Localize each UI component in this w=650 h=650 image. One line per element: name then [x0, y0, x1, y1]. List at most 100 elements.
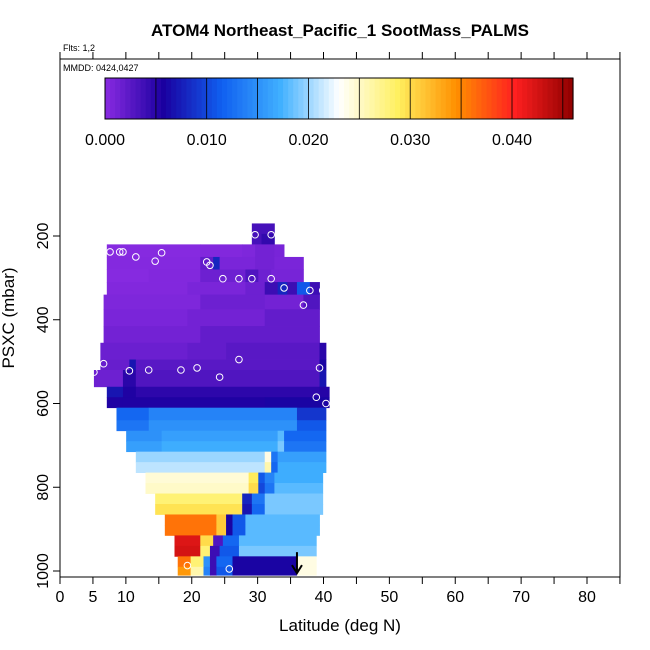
heatmap-cell [255, 256, 275, 270]
colorbar-step [216, 78, 223, 119]
heatmap-cell [248, 472, 259, 484]
data-point [177, 366, 185, 374]
heatmap-cell [103, 309, 188, 327]
data-point [193, 364, 201, 372]
heatmap-cell [245, 269, 259, 283]
heatmap-cell [296, 566, 317, 576]
heatmap-cell [174, 545, 201, 557]
colorbar-step [364, 78, 371, 119]
data-point [219, 274, 227, 283]
heatmap-cell [93, 370, 124, 388]
y-axis-label: PSXC (mbar) [0, 267, 18, 368]
colorbar-step [171, 78, 177, 119]
colorbar-step [130, 78, 137, 119]
heatmap-cell [203, 556, 211, 568]
chart-title: ATOM4 Northeast_Pacific_1 SootMass_PALMS [151, 21, 529, 40]
heatmap-cell [209, 556, 217, 568]
data-point [267, 230, 275, 239]
colorbar-step [415, 78, 421, 119]
data-point [157, 248, 166, 257]
heatmap-cell [226, 524, 233, 536]
heatmap-cell [200, 269, 246, 283]
y-tick-label: 1000 [35, 553, 52, 589]
colorbar-step [354, 78, 360, 119]
colorbar-step [430, 78, 437, 119]
colorbar-step [328, 78, 335, 119]
heatmap-cell [122, 386, 137, 398]
data-point [267, 274, 275, 283]
heatmap-cell [264, 493, 324, 505]
colorbar-step [511, 78, 518, 119]
colorbar-step [400, 78, 406, 119]
data-point [144, 366, 153, 374]
x-tick-label: 50 [381, 589, 399, 606]
colorbar-step [140, 78, 147, 119]
heatmap-cell [264, 294, 304, 310]
colorbar-step [567, 78, 574, 119]
colorbar-step [440, 78, 447, 119]
x-tick-label: 40 [315, 589, 333, 606]
heatmap-cell [274, 244, 285, 258]
colorbar-step [176, 78, 182, 119]
heatmap-cell [277, 462, 327, 473]
heatmap-cell [271, 269, 304, 283]
heatmap-cell [274, 483, 324, 494]
colorbar-step [359, 78, 366, 119]
heatmap-cell [216, 556, 233, 568]
colorbar-step [277, 78, 284, 119]
colorbar-step [262, 78, 269, 119]
colorbar-step [435, 78, 442, 119]
heatmap-cell [271, 462, 279, 473]
colorbar-step [155, 78, 162, 119]
colorbar-step [552, 78, 559, 119]
heatmap-cell [274, 472, 324, 484]
heatmap-cell [216, 566, 233, 576]
data-point [115, 248, 124, 256]
colorbar-step [542, 78, 549, 119]
data-point [99, 359, 108, 368]
heatmap-cell [284, 430, 327, 442]
heatmap-cell [277, 430, 285, 442]
heatmap-cell [309, 282, 320, 296]
heatmap-cell [251, 493, 266, 505]
x-tick-label: 30 [249, 589, 267, 606]
heatmap-cell [264, 309, 320, 327]
heatmap-cell [251, 233, 262, 245]
data-point [183, 561, 192, 570]
colorbar-step [135, 78, 142, 119]
heatmap-cell [174, 535, 201, 547]
colorbar-step [150, 78, 157, 119]
heatmap-cell [122, 370, 137, 388]
colorbar-step [456, 78, 462, 119]
data-point [280, 284, 288, 292]
heatmap-cell [177, 566, 192, 576]
heatmap-cell [277, 451, 327, 463]
surface-arrow [291, 552, 303, 575]
heatmap-cell [319, 370, 327, 388]
heatmap-cell [103, 294, 201, 310]
heatmap-cell [187, 309, 266, 327]
data-point [235, 274, 243, 283]
flights-label: Flts: 1,2 [63, 43, 95, 53]
colorbar-tick-label: 0.040 [492, 132, 532, 149]
heatmap-cell [200, 326, 320, 344]
heatmap-cell [106, 282, 188, 296]
data-point [306, 286, 314, 295]
colorbar-step [298, 78, 304, 119]
colorbar-step [115, 78, 121, 119]
colorbar-step [491, 78, 498, 119]
heatmap-cell [264, 483, 275, 494]
colorbar-step [318, 78, 325, 119]
data-point [125, 367, 134, 375]
heatmap-cell [264, 462, 272, 473]
x-tick-label: 0 [56, 589, 65, 606]
heatmap-cell [255, 244, 275, 258]
x-tick-label: 70 [512, 589, 530, 606]
data-point [106, 248, 114, 256]
x-tick-label: 20 [183, 589, 201, 606]
colorbar-step [496, 78, 503, 119]
heatmap-cell [126, 430, 163, 442]
colorbar-step [196, 78, 203, 119]
colorbar-step [333, 78, 340, 119]
heatmap-cell [232, 514, 246, 526]
